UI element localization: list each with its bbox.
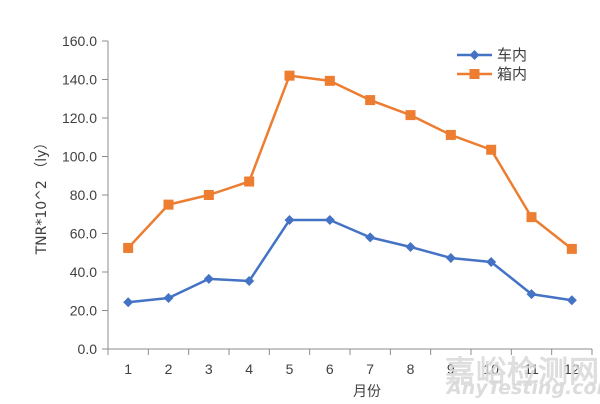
square-marker-icon — [526, 212, 537, 223]
diamond-marker-icon — [486, 256, 497, 267]
square-marker-icon — [203, 190, 214, 200]
square-marker-icon — [486, 144, 497, 155]
square-marker-icon — [163, 199, 174, 210]
watermark-chinese: 嘉峪检测网 — [445, 355, 600, 390]
square-marker-icon — [566, 243, 577, 254]
diamond-marker-icon — [123, 297, 134, 308]
y-axis-title: TNR*10^2 （ly） — [34, 136, 50, 256]
x-tick-label: 8 — [407, 361, 415, 377]
series-box-interior — [123, 70, 577, 254]
series-car-interior — [123, 215, 577, 308]
x-tick-label: 4 — [245, 361, 253, 377]
series-layer — [123, 70, 577, 308]
square-marker-icon — [244, 176, 255, 187]
x-tick-label: 3 — [205, 361, 213, 377]
series-line — [127, 74, 573, 250]
x-axis: 1 2 3 4 5 6 7 8 9 10 11 12 — [107, 348, 593, 377]
legend-item: 箱内 — [457, 65, 527, 83]
square-marker-icon — [284, 70, 295, 81]
diamond-marker-icon — [365, 232, 376, 243]
diamond-marker-icon — [324, 215, 335, 226]
legend-label: 箱内 — [497, 65, 527, 83]
square-marker-icon — [324, 75, 335, 86]
x-tick-label: 9 — [447, 361, 455, 377]
square-marker-icon — [405, 110, 416, 121]
x-tick-label: 5 — [286, 361, 294, 377]
y-tick-label: 60.0 — [70, 226, 97, 242]
y-tick-label: 100.0 — [62, 149, 97, 165]
y-axis: 0.0 20.0 40.0 60.0 80.0 100.0 120.0 140.0 160.0 — [62, 33, 109, 357]
diamond-marker-icon — [163, 292, 174, 303]
square-marker-icon — [445, 129, 456, 140]
y-tick-label: 140.0 — [62, 72, 97, 88]
x-tick-label: 7 — [366, 361, 374, 377]
square-marker-icon — [469, 69, 480, 79]
x-tick-label: 10 — [483, 361, 499, 377]
diamond-marker-icon — [405, 241, 416, 252]
y-tick-label: 120.0 — [62, 110, 97, 126]
x-tick-label: 2 — [165, 361, 173, 377]
diamond-marker-icon — [469, 50, 480, 60]
square-marker-icon — [123, 242, 134, 253]
legend-label: 车内 — [497, 46, 527, 64]
y-tick-label: 80.0 — [70, 187, 97, 203]
diamond-marker-icon — [445, 252, 456, 263]
x-tick-label: 11 — [524, 361, 539, 377]
y-tick-label: 40.0 — [70, 264, 97, 280]
series-line — [128, 218, 573, 304]
square-marker-icon — [365, 95, 376, 106]
x-tick-label: 6 — [326, 361, 334, 377]
y-tick-label: 0.0 — [78, 341, 98, 357]
diamond-marker-icon — [203, 273, 214, 284]
watermark-english: AnyTesting.com — [447, 377, 600, 399]
diamond-marker-icon — [284, 215, 295, 226]
legend-item: 车内 — [457, 46, 527, 64]
diamond-marker-icon — [566, 295, 577, 306]
x-tick-label: 12 — [564, 361, 580, 377]
diamond-marker-icon — [244, 276, 255, 287]
y-tick-label: 160.0 — [62, 33, 97, 49]
x-tick-label: 1 — [124, 361, 132, 377]
y-tick-label: 20.0 — [70, 303, 97, 319]
x-axis-title: 月份 — [353, 384, 381, 400]
diamond-marker-icon — [526, 289, 537, 300]
